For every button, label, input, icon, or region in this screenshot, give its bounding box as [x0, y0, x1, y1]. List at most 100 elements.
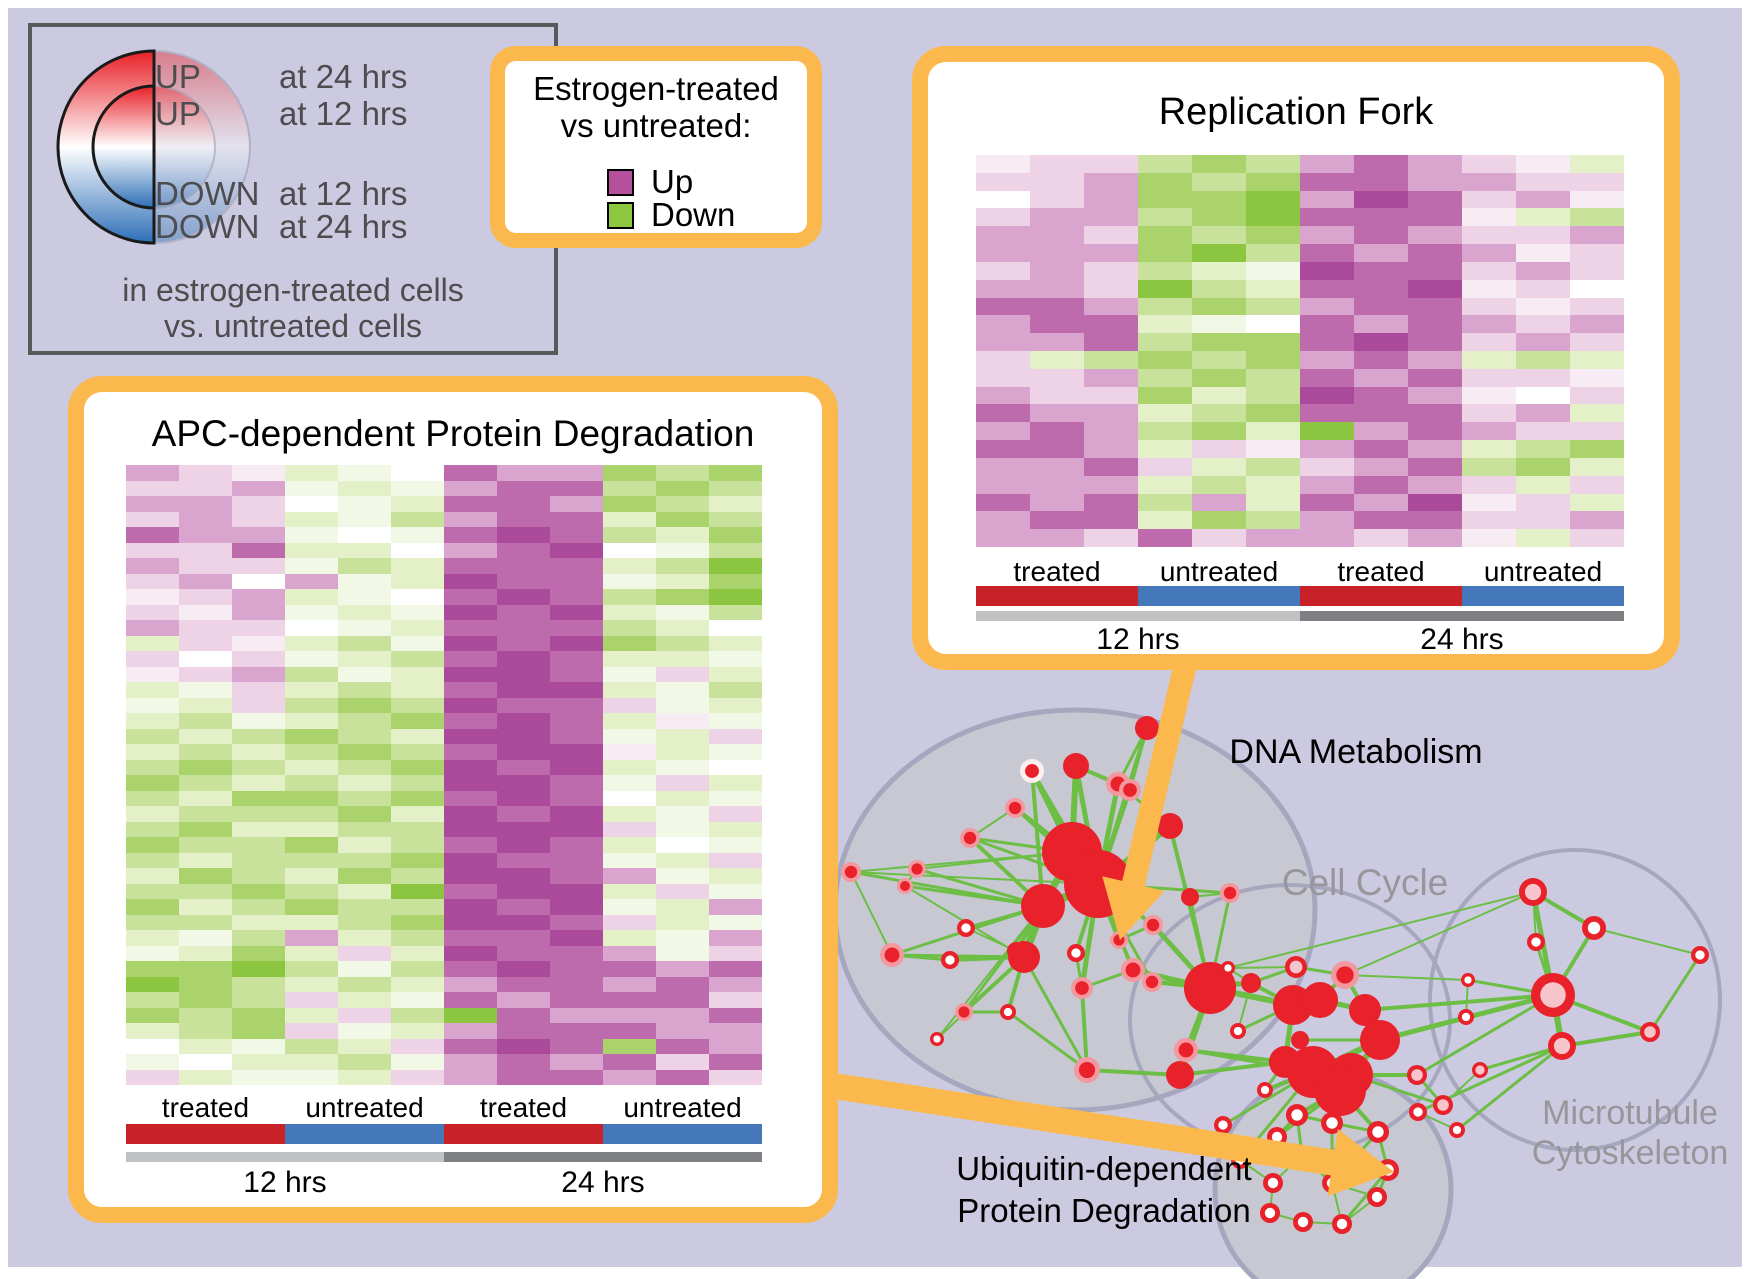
- heatmap-cell: [603, 775, 656, 791]
- network-node-donut: [1257, 1082, 1273, 1098]
- heatmap-cell: [1192, 440, 1246, 458]
- heatmap-cell: [1408, 368, 1462, 387]
- heatmap-cell: [391, 1054, 444, 1070]
- heatmap-cell: [391, 620, 444, 636]
- network-node-donut-pink: [1640, 1022, 1660, 1042]
- heatmap-cell: [338, 1007, 391, 1023]
- network-edge: [1095, 883, 1122, 941]
- heatmap-cell: [603, 511, 656, 527]
- network-node-solid: [1302, 982, 1338, 1018]
- heatmap-cell: [976, 226, 1030, 245]
- heatmap-cell: [391, 1038, 444, 1054]
- heatmap-cell: [232, 542, 285, 558]
- network-edge: [1331, 1182, 1343, 1225]
- heatmap-cell: [444, 821, 497, 837]
- heatmap-cell: [232, 930, 285, 946]
- heatmap-cell: [1462, 172, 1516, 191]
- heatmap-cell: [976, 422, 1030, 441]
- callout-arrow: [1102, 659, 1198, 940]
- legend-up-12-time: at 12 hrs: [279, 95, 408, 132]
- heatmap-cell: [1516, 351, 1570, 369]
- network-edge: [1151, 980, 1211, 990]
- heatmap-cell: [338, 744, 391, 760]
- heatmap-cell: [1462, 297, 1516, 316]
- heatmap-cell: [1516, 333, 1570, 351]
- heatmap-cell: [338, 620, 391, 636]
- heatmap-cell: [285, 883, 338, 899]
- heatmap-cell: [1192, 457, 1246, 476]
- heatmap-cell: [391, 511, 444, 527]
- heatmap-cell: [603, 961, 656, 977]
- heatmap-cell: [1246, 155, 1300, 173]
- cluster-label: DNA Metabolism: [1229, 732, 1483, 771]
- heatmap-cell: [391, 852, 444, 868]
- heatmap-cell: [1354, 226, 1408, 245]
- heatmap-cell: [1408, 529, 1462, 547]
- heatmap-cell: [656, 852, 709, 868]
- heatmap-cell: [338, 837, 391, 853]
- heatmap-cell: [1462, 208, 1516, 227]
- heatmap-cell: [391, 759, 444, 775]
- network-edge: [1295, 965, 1346, 977]
- heatmap-cell: [1084, 457, 1138, 476]
- heatmap-cell: [1138, 493, 1192, 512]
- network-node-pink-ring-core: [1125, 962, 1141, 978]
- heatmap-cell: [391, 961, 444, 977]
- heatmap-cell: [232, 1007, 285, 1023]
- heatmap-cell: [1570, 529, 1624, 547]
- heatmap-cell: [1516, 208, 1570, 227]
- network-node-donut-core: [1224, 964, 1232, 972]
- heatmap-cell: [232, 914, 285, 930]
- network-node-donut: [1409, 1103, 1427, 1121]
- heatmap-cell: [1462, 386, 1516, 405]
- heatmap-cell: [1030, 208, 1084, 227]
- network-edge: [1013, 806, 1074, 854]
- network-node-pink-ring-core: [1223, 886, 1237, 900]
- heatmap-cell: [603, 868, 656, 884]
- heatmap-cell: [444, 713, 497, 729]
- heatmap-cell: [1570, 368, 1624, 387]
- heatmap-cell: [656, 496, 709, 512]
- heatmap-cell: [232, 511, 285, 527]
- heatmap-cell: [391, 806, 444, 822]
- network-edge: [936, 905, 1044, 1040]
- heatmap-cell: [1030, 226, 1084, 245]
- heatmap-cell: [1354, 351, 1408, 369]
- heatmap-cell: [1138, 279, 1192, 298]
- heatmap-cell: [126, 806, 179, 822]
- heatmap-cell: [497, 728, 550, 744]
- estrogen-legend-down-row: Down: [607, 196, 735, 234]
- heatmap-cell: [285, 976, 338, 992]
- network-edge: [1075, 764, 1119, 786]
- heatmap-cell: [179, 1038, 232, 1054]
- network-node-donut-pink: [1433, 1095, 1453, 1115]
- network-edge: [1283, 1058, 1315, 1076]
- network-node-donut: [1000, 1004, 1016, 1020]
- heatmap-cell: [179, 465, 232, 481]
- network-node-donut-pink: [1548, 1032, 1576, 1060]
- heatmap-cell: [1084, 493, 1138, 512]
- heatmap-cell: [444, 992, 497, 1008]
- callout-arrow: [832, 1073, 1394, 1197]
- heatmap-cell: [126, 945, 179, 961]
- network-edge: [1341, 1196, 1378, 1225]
- network-edge: [1276, 1088, 1341, 1139]
- network-node-pink-ring-core: [1075, 981, 1089, 995]
- network-node-donut-core: [1233, 1026, 1243, 1036]
- heatmap-cell: [1192, 315, 1246, 334]
- heatmap-cell: [391, 589, 444, 605]
- network-edge: [1416, 993, 1554, 1077]
- heatmap-cell: [550, 837, 603, 853]
- network-edge: [1269, 1182, 1274, 1214]
- replication-heatmap: [976, 155, 1624, 547]
- heatmap-cell: [709, 527, 762, 543]
- heatmap-cell: [285, 728, 338, 744]
- heatmap-cell: [1570, 386, 1624, 405]
- heatmap-cell: [550, 976, 603, 992]
- network-node-pink-ring-core: [1146, 918, 1160, 932]
- heatmap-cell: [391, 465, 444, 481]
- heatmap-cell: [497, 852, 550, 868]
- heatmap-cell: [126, 883, 179, 899]
- heatmap-cell: [656, 713, 709, 729]
- heatmap-cell: [1138, 333, 1192, 351]
